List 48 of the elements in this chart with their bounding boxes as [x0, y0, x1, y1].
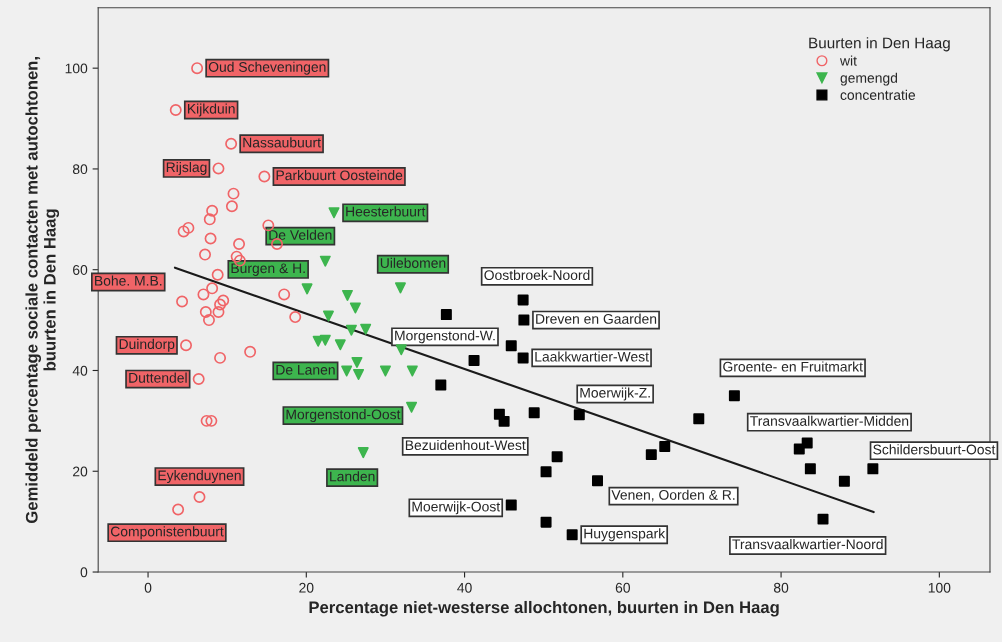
x-tick-label: 80 [773, 582, 789, 593]
y-tick-label: 0 [80, 567, 88, 578]
data-label: Moerwijk-Oost [412, 501, 501, 515]
y-axis-title: Gemiddeld percentage sociale contacten met autochtonen, buurten in Den Haag [25, 57, 60, 524]
data-label: Huygenspark [584, 528, 666, 542]
y-tick-label: 80 [72, 164, 88, 175]
data-label: Landen [330, 471, 375, 482]
legend-label: gemengd [840, 72, 898, 86]
data-label: Duindorp [119, 338, 175, 352]
y-tick-label: 60 [73, 265, 88, 275]
data-label: Componistenbuurt [110, 526, 224, 540]
x-tick-label: 60 [615, 582, 630, 593]
data-label: Transvaalkwartier-Midden [750, 415, 909, 426]
legend-label: concentratie [840, 89, 916, 100]
data-label: Oostbroek-Noord [484, 269, 590, 281]
data-label: Parkbuurt Oosteinde [276, 170, 403, 181]
data-label: Morgenstond-W. [395, 330, 495, 344]
data-label: Schildersbuurt-Oost [873, 444, 996, 455]
x-tick-label: 0 [144, 582, 152, 593]
data-label: Transvaalkwartier-Noord [732, 539, 883, 550]
data-label: Groente- en Fruitmarkt [723, 361, 863, 372]
legend-title: Buurten in Den Haag [809, 37, 950, 52]
y-tick-label: 40 [72, 365, 88, 376]
x-tick-label: 100 [928, 582, 951, 593]
legend-label: wit [839, 55, 857, 66]
x-tick-label: 20 [299, 582, 314, 593]
y-tick-label: 100 [65, 63, 88, 74]
data-label: Venen, Oorden & R. [611, 489, 735, 502]
data-label: Nassaubuurt [243, 137, 321, 148]
data-label: Heesterbuurt [346, 206, 426, 217]
x-tick-label: 40 [457, 582, 472, 593]
data-label: Rijslag [166, 161, 207, 175]
data-label: Morgenstond-Oost [286, 409, 401, 423]
data-label: Oud Scheveningen [208, 61, 326, 75]
data-label: Bezuidenhout-West [405, 439, 526, 451]
data-label: De Lanen [276, 365, 335, 375]
data-label: Duttendel [129, 372, 187, 383]
data-label: Bohe. M.B. [95, 275, 162, 286]
data-label: Moerwijk-Z. [580, 387, 650, 401]
data-label: De Velden [269, 229, 332, 240]
data-label: Kijkduin [187, 103, 235, 117]
data-label: Eykenduynen [158, 470, 241, 484]
y-tick-label: 20 [73, 466, 88, 477]
x-axis-title: Percentage niet-westerse allochtonen, buurten in Den Haag [309, 600, 779, 617]
data-label: Uilebomen [380, 257, 446, 268]
data-label: Burgen & H. [231, 263, 305, 276]
data-label: Laakkwartier-West [535, 351, 649, 362]
data-label: Dreven en Gaarden [536, 313, 657, 324]
